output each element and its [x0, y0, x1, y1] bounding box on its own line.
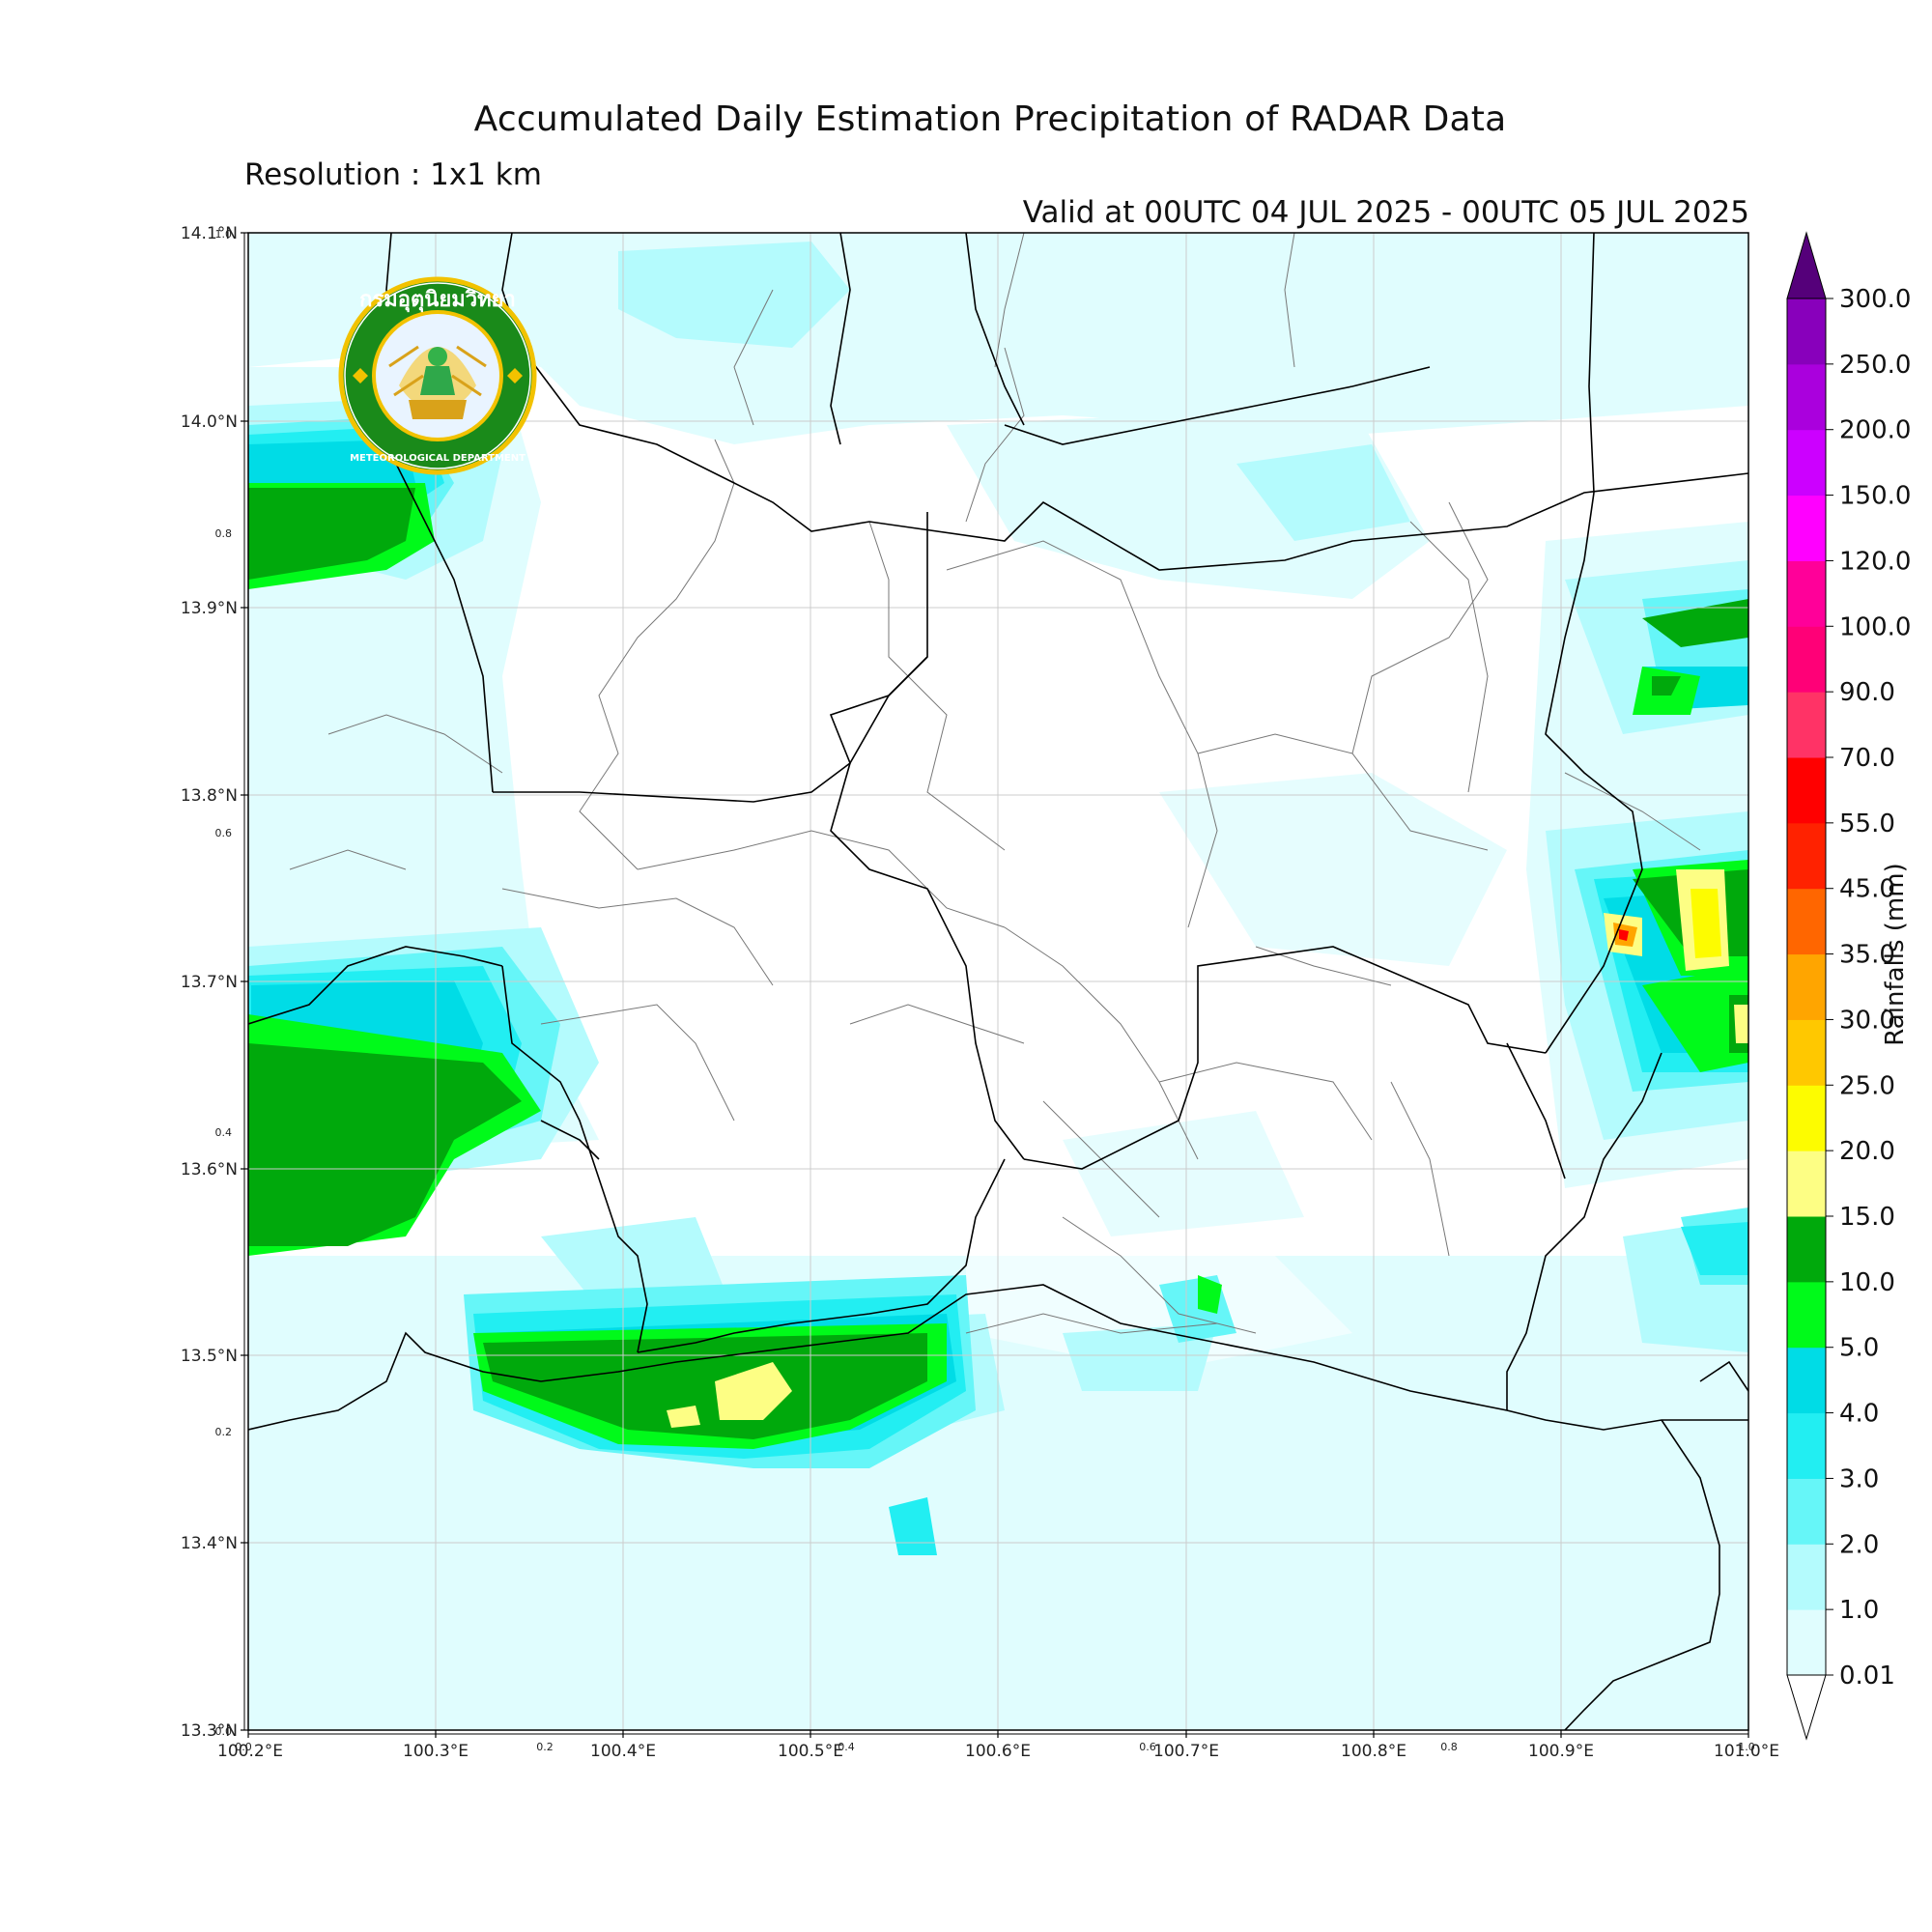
frac-x-label: 0.6 [1139, 1741, 1156, 1753]
colorbar-swatch [1787, 429, 1826, 497]
lon-label: 100.3°E [403, 1742, 469, 1761]
resolution-label: Resolution : 1x1 km [244, 157, 542, 192]
colorbar-level-label: 2.0 [1839, 1530, 1879, 1559]
lat-label: 13.7°N [181, 973, 238, 992]
colorbar-swatch [1787, 560, 1826, 627]
colorbar-level-label: 200.0 [1839, 416, 1911, 445]
colorbar-level-label: 120.0 [1839, 547, 1911, 576]
lon-label: 101.0°E [1714, 1742, 1779, 1761]
colorbar-level-label: 250.0 [1839, 351, 1911, 380]
colorbar-swatch [1787, 757, 1826, 824]
colorbar-swatch [1787, 1478, 1826, 1545]
colorbar-level-label: 25.0 [1839, 1071, 1895, 1100]
colorbar-level-label: 100.0 [1839, 612, 1911, 641]
valid-time-label: Valid at 00UTC 04 JUL 2025 - 00UTC 05 JU… [1022, 195, 1749, 230]
frac-y-label: 0.4 [215, 1126, 233, 1139]
frac-x-label: 1.0 [1738, 1741, 1755, 1753]
colorbar-level-label: 10.0 [1839, 1268, 1895, 1297]
frac-x-label: 0.8 [1440, 1741, 1458, 1753]
colorbar-level-label: 90.0 [1839, 678, 1895, 707]
colorbar-swatch [1787, 1019, 1826, 1086]
lon-label: 100.5°E [778, 1742, 843, 1761]
colorbar-level-label: 70.0 [1839, 744, 1895, 773]
colorbar-swatch [1787, 822, 1826, 890]
lat-label: 14.1°N [181, 224, 238, 243]
logo-thai-text: กรมอุตุนิยมวิทยา [359, 288, 516, 313]
colorbar-swatch [1787, 1347, 1826, 1414]
colorbar-swatch [1787, 298, 1826, 365]
colorbar-swatch [1787, 1609, 1826, 1676]
frac-y-label: 0.0 [215, 1725, 233, 1738]
colorbar-swatch [1787, 626, 1826, 693]
lat-label: 13.3°N [181, 1721, 238, 1741]
logo-english-text: METEOROLOGICAL DEPARTMENT [350, 453, 526, 464]
colorbar-level-label: 55.0 [1839, 810, 1895, 838]
colorbar-level-label: 3.0 [1839, 1464, 1879, 1493]
colorbar-swatch [1787, 1412, 1826, 1479]
colorbar-level-label: 35.0 [1839, 941, 1895, 970]
colorbar-swatch [1787, 1281, 1826, 1349]
colorbar-level-label: 1.0 [1839, 1596, 1879, 1625]
rainfall-field [248, 233, 1748, 1730]
colorbar-level-label: 45.0 [1839, 875, 1895, 904]
colorbar: 0.01 1.0 2.0 3.0 4.0 5.0 10.0 15.0 20.0 25.0 30.0 3… [1786, 231, 1911, 1741]
lat-label: 13.6°N [181, 1160, 238, 1179]
lon-label: 100.7°E [1153, 1742, 1219, 1761]
lat-label: 13.8°N [181, 786, 238, 806]
lon-label: 100.4°E [590, 1742, 656, 1761]
colorbar-swatch [1787, 1544, 1826, 1610]
colorbar-swatch [1787, 363, 1826, 431]
lon-label: 100.6°E [965, 1742, 1031, 1761]
colorbar-swatch [1787, 1085, 1826, 1151]
frac-y-label: 0.2 [215, 1426, 233, 1438]
colorbar-extend-bottom [1786, 1674, 1827, 1741]
colorbar-level-label: 300.0 [1839, 285, 1911, 314]
lon-label: 100.8°E [1341, 1742, 1406, 1761]
colorbar-swatch [1787, 888, 1826, 955]
colorbar-swatch [1787, 1151, 1826, 1217]
colorbar-extend-top [1786, 231, 1827, 299]
lon-label: 100.2°E [217, 1742, 283, 1761]
frac-x-label: 0.2 [536, 1741, 554, 1753]
colorbar-swatch [1787, 953, 1826, 1020]
map-grid [248, 233, 1748, 1730]
frac-x-label: 0.0 [235, 1741, 252, 1753]
colorbar-level-label: 5.0 [1839, 1334, 1879, 1363]
colorbar-swatch [1787, 495, 1826, 561]
province-boundaries [248, 233, 1748, 1730]
colorbar-level-label: 150.0 [1839, 482, 1911, 511]
frac-y-label: 0.6 [215, 827, 233, 839]
colorbar-level-label: 0.01 [1839, 1662, 1895, 1690]
colorbar-level-label: 15.0 [1839, 1203, 1895, 1232]
frac-x-label: 0.4 [838, 1741, 855, 1753]
frac-y-label: 0.8 [215, 527, 233, 540]
lat-label: 13.9°N [181, 599, 238, 618]
district-boundaries [289, 233, 1701, 1334]
colorbar-level-label: 30.0 [1839, 1006, 1895, 1035]
frac-y-label: 1.0 [215, 228, 233, 241]
tmd-seal-icon: กรมอุตุนิยมวิทยา METEOROLOGICAL DEPARTME… [338, 276, 537, 475]
colorbar-swatch [1787, 1216, 1826, 1283]
colorbar-level-label: 20.0 [1839, 1137, 1895, 1166]
lat-label: 13.4°N [181, 1534, 238, 1553]
chart-title: Accumulated Daily Estimation Precipitati… [473, 99, 1507, 139]
colorbar-title: Rainfalls (mm) [1881, 863, 1910, 1045]
lon-label: 100.9°E [1528, 1742, 1594, 1761]
lat-label: 14.0°N [181, 412, 238, 432]
lat-label: 13.5°N [181, 1347, 238, 1366]
colorbar-swatch [1787, 692, 1826, 758]
colorbar-level-label: 4.0 [1839, 1400, 1879, 1429]
